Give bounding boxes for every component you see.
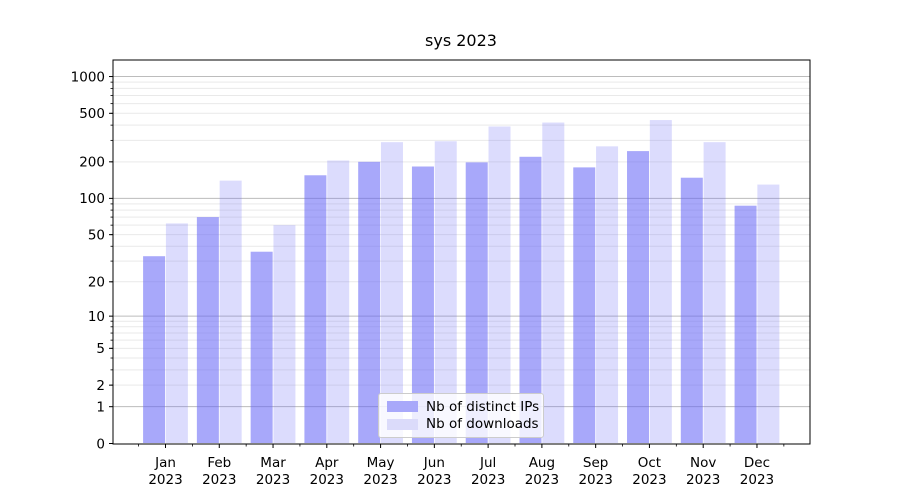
y-tick-label: 20	[88, 275, 105, 291]
x-tick-label-year: 2023	[310, 472, 344, 488]
legend-swatch-distinct-ips	[387, 401, 418, 413]
x-tick-label-year: 2023	[417, 472, 451, 488]
bar-distinct-ips	[196, 217, 219, 443]
bar-distinct-ips	[143, 256, 166, 443]
x-tick-label-month: Sep	[583, 455, 608, 471]
legend-entry-distinct-ips: Nb of distinct IPs	[387, 398, 539, 415]
x-tick-label-year: 2023	[578, 472, 612, 488]
bar-downloads	[542, 122, 565, 444]
legend-label-distinct-ips: Nb of distinct IPs	[426, 398, 540, 415]
x-tick-label-year: 2023	[525, 472, 559, 488]
x-tick-label-year: 2023	[686, 472, 720, 488]
bar-downloads	[273, 225, 296, 443]
x-tick-label-year: 2023	[471, 472, 505, 488]
legend: Nb of distinct IPs Nb of downloads	[378, 393, 544, 438]
bar-downloads	[327, 160, 350, 443]
bar-downloads	[757, 184, 780, 443]
x-tick-label-year: 2023	[632, 472, 666, 488]
x-tick-label-month: Feb	[207, 455, 231, 471]
y-tick-label: 50	[88, 227, 105, 243]
x-tick-label-month: Jul	[479, 455, 496, 471]
bar-distinct-ips	[519, 156, 542, 443]
bar-downloads	[380, 142, 403, 443]
x-tick-label-year: 2023	[256, 472, 290, 488]
bar-distinct-ips	[250, 251, 273, 443]
y-tick-label: 0	[96, 436, 105, 452]
x-tick-label-year: 2023	[202, 472, 236, 488]
x-tick-label-year: 2023	[740, 472, 774, 488]
bar-distinct-ips	[411, 166, 434, 443]
bar-distinct-ips	[573, 167, 596, 443]
x-tick-label-month: May	[367, 455, 395, 471]
legend-swatch-downloads	[387, 418, 418, 430]
legend-label-downloads: Nb of downloads	[426, 416, 539, 433]
chart-title: sys 2023	[425, 31, 497, 50]
x-tick-label-year: 2023	[148, 472, 182, 488]
bar-downloads	[703, 142, 726, 443]
x-tick-label-month: Nov	[690, 455, 716, 471]
x-tick-label-month: Jun	[423, 455, 445, 471]
bar-downloads	[165, 223, 188, 443]
bar-distinct-ips	[734, 205, 757, 443]
bar-distinct-ips	[465, 162, 488, 443]
bar-distinct-ips	[680, 177, 703, 444]
y-tick-label: 100	[79, 191, 105, 207]
bar-downloads	[434, 141, 457, 443]
bar-downloads	[219, 180, 242, 443]
y-tick-label: 500	[79, 106, 105, 122]
x-tick-label-year: 2023	[363, 472, 397, 488]
x-tick-label-month: Oct	[638, 455, 661, 471]
x-tick-label-month: Jan	[154, 455, 176, 471]
bar-downloads	[649, 120, 672, 444]
y-tick-label: 5	[96, 341, 105, 357]
bar-distinct-ips	[304, 175, 327, 443]
bar-distinct-ips	[358, 161, 381, 443]
bar-distinct-ips	[627, 151, 650, 444]
bar-downloads	[488, 126, 511, 444]
y-tick-label: 1	[96, 399, 105, 415]
x-tick-label-month: Aug	[529, 455, 555, 471]
x-tick-label-month: Apr	[315, 455, 339, 471]
legend-entry-downloads: Nb of downloads	[387, 416, 539, 433]
bar-downloads	[596, 146, 619, 443]
x-tick-label-month: Dec	[744, 455, 770, 471]
y-tick-label: 2	[96, 378, 105, 394]
y-tick-label: 200	[79, 155, 105, 171]
x-tick-label-month: Mar	[260, 455, 286, 471]
y-tick-label: 1000	[71, 69, 105, 85]
y-tick-label: 10	[88, 309, 105, 325]
